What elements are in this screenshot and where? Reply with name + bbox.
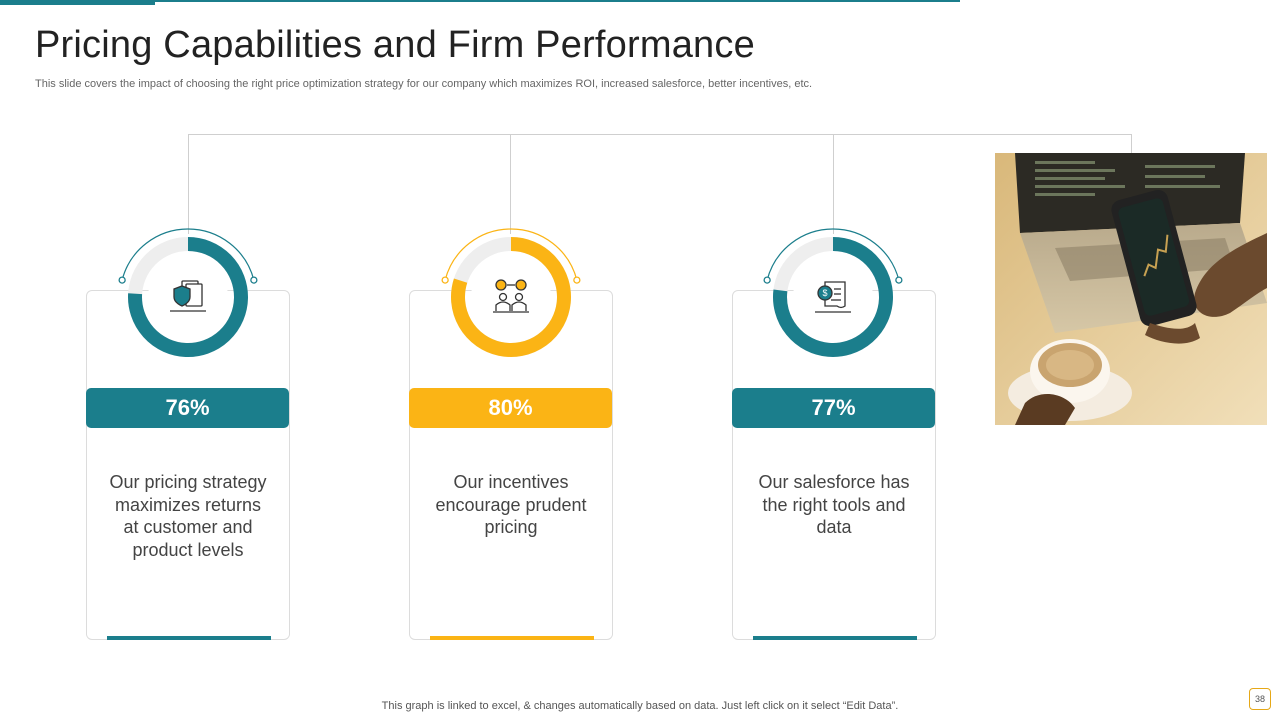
donut-arc-dot (250, 276, 258, 284)
donut-arc-dot (763, 276, 771, 284)
connector-drop-photo (1131, 134, 1132, 154)
connector-drop-2 (510, 134, 511, 234)
page-number: 38 (1249, 688, 1271, 710)
donut-value-arc (773, 237, 893, 357)
donut-chart-1 (113, 225, 263, 365)
svg-text:$: $ (822, 288, 827, 298)
metric-card-text: Our incentives encourage prudent pricing (435, 472, 587, 537)
donut-outer-arc (444, 228, 578, 281)
metric-percent-3: 77% (732, 388, 935, 428)
top-accent-bar (0, 0, 155, 5)
footer-note: This graph is linked to excel, & changes… (381, 700, 899, 712)
page-title: Pricing Capabilities and Firm Performanc… (35, 24, 755, 66)
metric-percent-1: 76% (86, 388, 289, 428)
donut-arc-dot (118, 276, 126, 284)
dollar-scroll-icon: $ (815, 281, 851, 313)
donut-center (471, 257, 551, 337)
connector-drop-3 (833, 134, 834, 234)
connector-horizontal (188, 134, 1132, 135)
donut-chart-2 (436, 225, 586, 365)
donut-outer-arc (766, 228, 900, 281)
card-bottom-accent (107, 636, 271, 640)
top-accent-line (0, 0, 960, 2)
metric-card-1: Our pricing strategy maximizes returns a… (86, 290, 290, 640)
metric-card-text: Our pricing strategy maximizes returns a… (109, 472, 267, 560)
donut-value-arc (128, 237, 248, 357)
card-bottom-accent (753, 636, 917, 640)
page-subtitle: This slide covers the impact of choosing… (35, 78, 813, 90)
donut-arc-dot (441, 276, 449, 284)
shield-document-icon (170, 280, 206, 312)
donut-arc-dot (573, 276, 581, 284)
connector-drop-1 (188, 134, 189, 234)
team-coins-icon (493, 279, 529, 313)
metric-card-text: Our salesforce has the right tools and d… (758, 472, 910, 537)
donut-outer-arc (121, 228, 255, 281)
donut-chart-3: $ (758, 225, 908, 365)
metric-percent-2: 80% (409, 388, 612, 428)
metric-card-2: Our incentives encourage prudent pricing (409, 290, 613, 640)
donut-value-arc (451, 237, 571, 357)
photo-laptop-phone-coffee (995, 153, 1267, 425)
donut-arc-dot (895, 276, 903, 284)
card-bottom-accent (430, 636, 594, 640)
donut-center (793, 257, 873, 337)
